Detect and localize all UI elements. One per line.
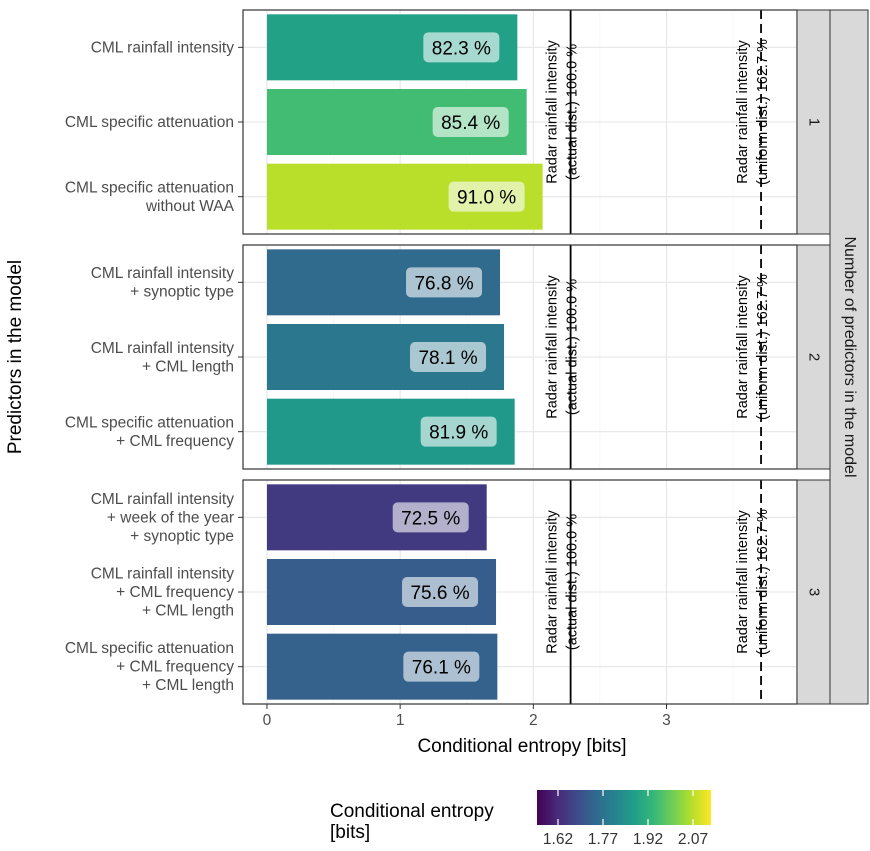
reference-line-label: Radar rainfall intensity (uniform dist.) …	[735, 39, 771, 185]
x-tick-label: 1	[396, 712, 405, 729]
reference-line-label: Radar rainfall intensity (actual dist.) 1…	[545, 40, 581, 184]
reference-line-label: Radar rainfall intensity (uniform dist.) …	[735, 509, 771, 655]
legend-tick-label: 1.62	[543, 831, 573, 848]
reference-line-label: Radar rainfall intensity (actual dist.) 1…	[545, 510, 581, 654]
reference-line-label-line: Radar rainfall intensity	[545, 510, 561, 654]
legend-title-line: Conditional entropy	[330, 801, 494, 822]
reference-line-label-line: (uniform dist.) 162.7 %	[755, 274, 771, 420]
category-label: CML specific attenuation + CML frequency +…	[65, 640, 234, 694]
reference-line-label-line: (uniform dist.) 162.7 %	[755, 509, 771, 655]
facet-panel: 82.3 % CML rainfall intensity 85.4 % CML sp…	[65, 9, 831, 235]
facet-panel: 72.5 %CML rainfall intensity + week of th…	[65, 479, 831, 705]
bar-value-label: 81.9 %	[429, 423, 488, 444]
legend-title-line: [bits]	[330, 822, 370, 843]
x-axis-title: Conditional entropy [bits]	[417, 736, 626, 757]
category-label: CML rainfall intensity + CML frequency + C…	[91, 566, 235, 620]
bar-label-background	[432, 107, 509, 137]
facet-panel: 76.8 % CML rainfall intensity + synoptic t…	[65, 244, 831, 470]
category-label-line: CML rainfall intensity	[91, 265, 235, 282]
facet-outer-strip	[829, 9, 869, 705]
facet-strip-label: 1	[806, 118, 823, 126]
legend-colorbar	[537, 790, 711, 825]
facet-strip-label: 2	[806, 353, 823, 361]
category-label-line: CML rainfall intensity	[91, 566, 235, 583]
bar-value-label: 76.8 %	[414, 273, 473, 294]
category-label: CML rainfall intensity + synoptic type	[91, 265, 235, 301]
category-label-line: + CML length	[142, 358, 234, 375]
legend-tick-label: 1.77	[588, 831, 618, 848]
facet-strip	[796, 9, 831, 235]
category-label-line: + synoptic type	[130, 528, 234, 545]
x-tick-label: 3	[662, 712, 671, 729]
facet-strip-title: Number of predictors in the model	[841, 237, 858, 478]
bar-label-background	[410, 342, 487, 372]
category-label-line: CML rainfall intensity	[91, 491, 235, 508]
reference-line-label-line: (actual dist.) 100.0 %	[565, 279, 581, 415]
category-label-line: + CML frequency	[116, 659, 234, 676]
category-label-line: CML specific attenuation	[65, 114, 234, 131]
category-label-line: CML rainfall intensity	[91, 39, 235, 56]
category-label-line: + CML length	[142, 677, 234, 694]
color-legend: 1.62 1.77 1.92 2.07 Conditional entropy [bits…	[330, 790, 711, 848]
category-label: CML rainfall intensity	[91, 39, 235, 56]
bar-value-label: 91.0 %	[457, 188, 516, 209]
bar-label-background	[403, 651, 480, 682]
category-label-line: CML specific attenuation	[65, 414, 234, 431]
bar-label-background	[406, 267, 483, 298]
reference-line-label-line: Radar rainfall intensity	[545, 275, 561, 419]
bar-value-label: 72.5 %	[401, 508, 460, 529]
category-label-line: CML specific attenuation	[65, 179, 234, 196]
bar-value-label: 75.6 %	[410, 583, 469, 604]
category-label: CML rainfall intensity + week of the year…	[91, 491, 235, 545]
category-label-line: + week of the year	[107, 509, 234, 526]
reference-line-label-line: (uniform dist.) 162.7 %	[755, 39, 771, 185]
reference-line-label: Radar rainfall intensity (uniform dist.) …	[735, 274, 771, 420]
category-label-line: + CML length	[142, 603, 234, 620]
y-axis-title: Predictors in the model	[5, 260, 26, 454]
facet-strip	[796, 479, 831, 705]
bar-value-label: 85.4 %	[441, 113, 500, 134]
category-label-line: + CML frequency	[116, 433, 234, 450]
bar-value-label: 78.1 %	[418, 348, 477, 369]
category-label-line: + synoptic type	[130, 284, 234, 301]
facet-strip-label: 3	[806, 588, 823, 596]
reference-line-label-line: Radar rainfall intensity	[735, 275, 751, 419]
bar-value-label: 82.3 %	[432, 38, 491, 59]
bar-label-background	[402, 577, 479, 607]
category-label-line: without WAA	[145, 198, 235, 215]
category-label: CML specific attenuation + CML frequency	[65, 414, 234, 450]
reference-line-label-line: Radar rainfall intensity	[545, 40, 561, 184]
category-label: CML rainfall intensity + CML length	[91, 340, 235, 376]
reference-line-label-line: (actual dist.) 100.0 %	[565, 44, 581, 180]
bar-label-background	[420, 416, 497, 447]
legend-tick-label: 2.07	[678, 831, 708, 848]
category-label: CML specific attenuation	[65, 114, 234, 131]
reference-line-label: Radar rainfall intensity (actual dist.) 1…	[545, 275, 581, 419]
legend-title: Conditional entropy [bits]	[330, 801, 494, 843]
reference-line-label-line: Radar rainfall intensity	[735, 510, 751, 654]
x-axis: 0 1 2 3	[263, 704, 671, 729]
category-label-line: CML specific attenuation	[65, 640, 234, 657]
facet-panels: 82.3 % CML rainfall intensity 85.4 % CML sp…	[65, 9, 831, 705]
category-label-line: CML rainfall intensity	[91, 340, 235, 357]
bar-label-background	[392, 502, 469, 533]
bar-label-background	[448, 181, 525, 212]
facet-strip	[796, 244, 831, 470]
bar-value-label: 76.1 %	[412, 658, 471, 679]
legend-tick-label: 1.92	[633, 831, 663, 848]
x-tick-label: 2	[529, 712, 538, 729]
category-label: CML specific attenuation without WAA	[65, 179, 235, 215]
x-tick-label: 0	[263, 712, 272, 729]
category-label-line: + CML frequency	[116, 584, 234, 601]
bar-label-background	[423, 32, 500, 63]
reference-line-label-line: (actual dist.) 100.0 %	[565, 514, 581, 650]
reference-line-label-line: Radar rainfall intensity	[735, 40, 751, 184]
